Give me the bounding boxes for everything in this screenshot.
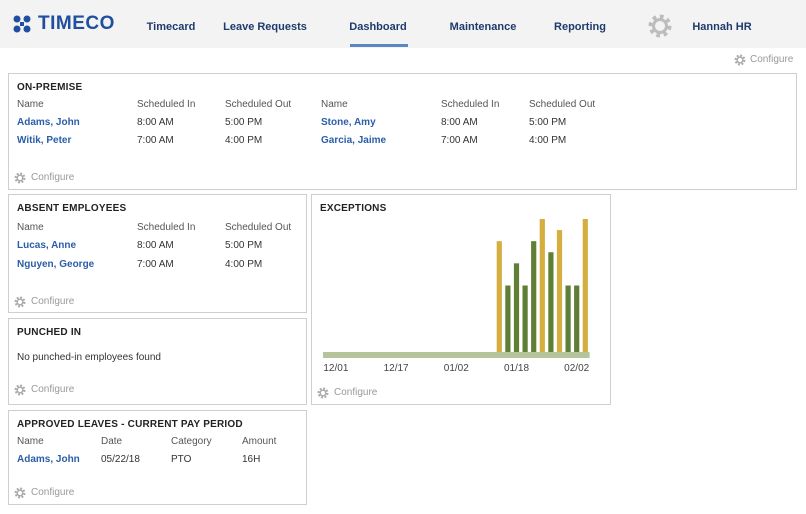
table-cell: 4:00 PM (225, 259, 263, 270)
column-header: Scheduled Out (529, 99, 596, 110)
bar (574, 285, 580, 352)
empty-message: No punched-in employees found (17, 352, 161, 363)
employee-link[interactable]: Adams, John (17, 117, 80, 128)
absent-panel: ABSENT EMPLOYEES Name Scheduled In Schedule… (8, 194, 307, 313)
bar (505, 285, 511, 352)
x-tick-label: 12/17 (384, 363, 409, 374)
panel-title: APPROVED LEAVES - CURRENT PAY PERIOD (17, 419, 243, 430)
column-header: Scheduled In (441, 99, 500, 110)
configure-link[interactable]: Configure (334, 387, 378, 398)
table-cell: 5:00 PM (529, 117, 567, 128)
logo[interactable]: TIMECO (38, 13, 115, 34)
exceptions-chart: 12/01 12/17 01/02 01/18 02/02 (323, 219, 590, 374)
configure-link[interactable]: Configure (31, 384, 75, 395)
configure-icon[interactable] (14, 384, 26, 396)
employee-link[interactable]: Witik, Peter (17, 135, 72, 146)
bar (522, 285, 528, 352)
logo-icon (13, 15, 31, 33)
configure-link[interactable]: Configure (31, 487, 75, 498)
employee-link[interactable]: Garcia, Jaime (321, 135, 387, 146)
table-cell: PTO (171, 454, 192, 465)
table-cell: 8:00 AM (137, 117, 174, 128)
configure-icon[interactable] (14, 172, 26, 184)
configure-icon[interactable] (317, 387, 329, 399)
column-header: Category (171, 436, 212, 447)
header (0, 0, 806, 48)
configure-link[interactable]: Configure (31, 172, 75, 183)
bar (582, 219, 588, 352)
column-header: Name (17, 436, 44, 447)
configure-icon[interactable] (734, 54, 746, 66)
bar (531, 241, 537, 352)
column-header: Scheduled Out (225, 222, 292, 233)
exceptions-panel: 12/01 12/17 01/02 01/18 02/02 Configure EXCEP… (311, 194, 611, 405)
panel-title: ON-PREMISE (17, 82, 83, 93)
table-cell: 7:00 AM (137, 135, 174, 146)
configure-link[interactable]: Configure (750, 54, 794, 65)
nav-tab[interactable]: Maintenance (449, 21, 517, 33)
column-header: Scheduled In (137, 222, 196, 233)
bar (513, 263, 520, 352)
column-header: Name (17, 99, 44, 110)
configure-link[interactable]: Configure (31, 296, 75, 307)
bar (548, 252, 554, 352)
approved-leaves-panel: APPROVED LEAVES - CURRENT PAY PERIOD Name… (8, 410, 307, 505)
active-tab-indicator (350, 44, 408, 47)
table-cell: 16H (242, 454, 261, 465)
panel-title: PUNCHED IN (17, 327, 82, 338)
panel-title: ABSENT EMPLOYEES (17, 203, 127, 214)
x-tick-label: 12/01 (323, 363, 348, 374)
configure-icon[interactable] (14, 296, 26, 308)
bar (565, 285, 571, 352)
employee-link[interactable]: Stone, Amy (321, 117, 376, 128)
table-cell: 7:00 AM (137, 259, 174, 270)
table-cell: 8:00 AM (441, 117, 478, 128)
configure-icon[interactable] (14, 487, 26, 499)
column-header: Scheduled In (137, 99, 196, 110)
table-cell: 8:00 AM (137, 240, 174, 251)
user-menu[interactable]: Hannah HR (692, 21, 752, 33)
employee-link[interactable]: Nguyen, George (17, 259, 95, 270)
table-cell: 5:00 PM (225, 240, 263, 251)
x-tick-label: 02/02 (564, 363, 589, 374)
on-premise-panel: ON-PREMISE Name Scheduled In Scheduled Out N… (8, 73, 797, 190)
settings-gear[interactable] (647, 13, 673, 39)
column-header: Name (17, 222, 44, 233)
bar (539, 219, 545, 352)
bar (556, 230, 563, 352)
table-cell: 7:00 AM (441, 135, 478, 146)
panel-title: EXCEPTIONS (320, 203, 387, 214)
table-cell: 5:00 PM (225, 117, 263, 128)
column-header: Date (101, 436, 123, 447)
nav-tab[interactable]: Leave Requests (223, 21, 307, 33)
nav-tab[interactable]: Reporting (554, 21, 606, 33)
column-header: Name (321, 99, 348, 110)
table-cell: 4:00 PM (529, 135, 567, 146)
punched-in-panel: PUNCHED IN No punched-in employees found C… (8, 318, 307, 405)
baseline-band (323, 352, 590, 358)
employee-link[interactable]: Adams, John (17, 454, 80, 465)
column-header: Amount (242, 436, 277, 447)
x-tick-label: 01/02 (444, 363, 469, 374)
bar (496, 241, 502, 352)
column-header: Scheduled Out (225, 99, 292, 110)
table-cell: 4:00 PM (225, 135, 263, 146)
employee-link[interactable]: Lucas, Anne (17, 240, 77, 251)
nav-tab[interactable]: Timecard (146, 21, 196, 33)
x-tick-label: 01/18 (504, 363, 529, 374)
table-cell: 05/22/18 (101, 454, 140, 465)
nav-tab[interactable]: Dashboard (349, 21, 407, 33)
